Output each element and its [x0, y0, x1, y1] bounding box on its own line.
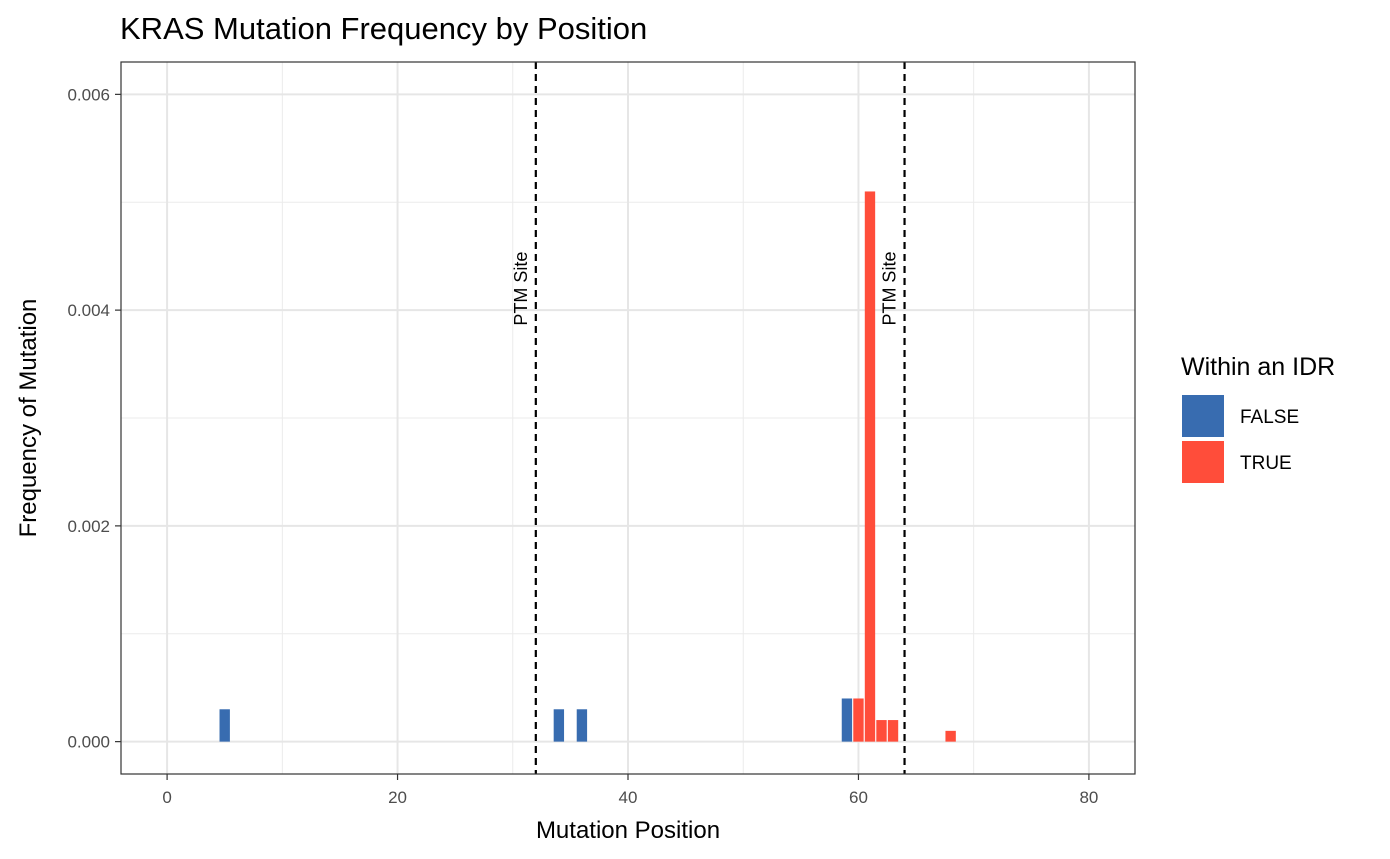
y-axis-title: Frequency of Mutation [15, 299, 42, 538]
legend: Within an IDR FALSE TRUE [1181, 353, 1335, 483]
plot-panel: PTM Site PTM Site [120, 61, 1136, 775]
x-tick-label: 40 [619, 788, 638, 807]
legend-key-true [1182, 441, 1224, 483]
y-tick-label: 0.002 [67, 517, 110, 536]
x-tick-label: 60 [849, 788, 868, 807]
x-tick-label: 0 [162, 788, 171, 807]
bar-true-62 [876, 720, 887, 742]
x-axis: 0 20 40 60 80 [162, 774, 1098, 807]
bar-true-60 [853, 698, 864, 742]
legend-key-false [1182, 395, 1224, 437]
bar-false-34 [553, 709, 565, 742]
legend-label: TRUE [1240, 453, 1292, 474]
y-tick-label: 0.004 [67, 301, 110, 320]
x-tick-label: 20 [388, 788, 407, 807]
bar-false-36 [576, 709, 588, 742]
major-gridlines [121, 62, 1135, 774]
ptm-lines: PTM Site PTM Site [511, 62, 906, 774]
y-tick-label: 0.006 [67, 85, 110, 104]
bar-false-5 [219, 709, 230, 742]
y-tick-label: 0.000 [67, 733, 110, 752]
ptm-label: PTM Site [880, 252, 900, 326]
ptm-label: PTM Site [511, 252, 531, 326]
y-axis: 0.000 0.002 0.004 0.006 [67, 85, 121, 752]
bar-true-68 [945, 730, 956, 742]
legend-title: Within an IDR [1181, 353, 1335, 381]
bar-true-63 [887, 720, 899, 742]
bars [219, 191, 956, 742]
bar-false-59 [841, 698, 853, 742]
bar-true-61 [864, 191, 876, 742]
chart-title: KRAS Mutation Frequency by Position [120, 11, 647, 46]
x-tick-label: 80 [1079, 788, 1098, 807]
x-axis-title: Mutation Position [536, 817, 720, 844]
legend-label: FALSE [1240, 407, 1299, 428]
